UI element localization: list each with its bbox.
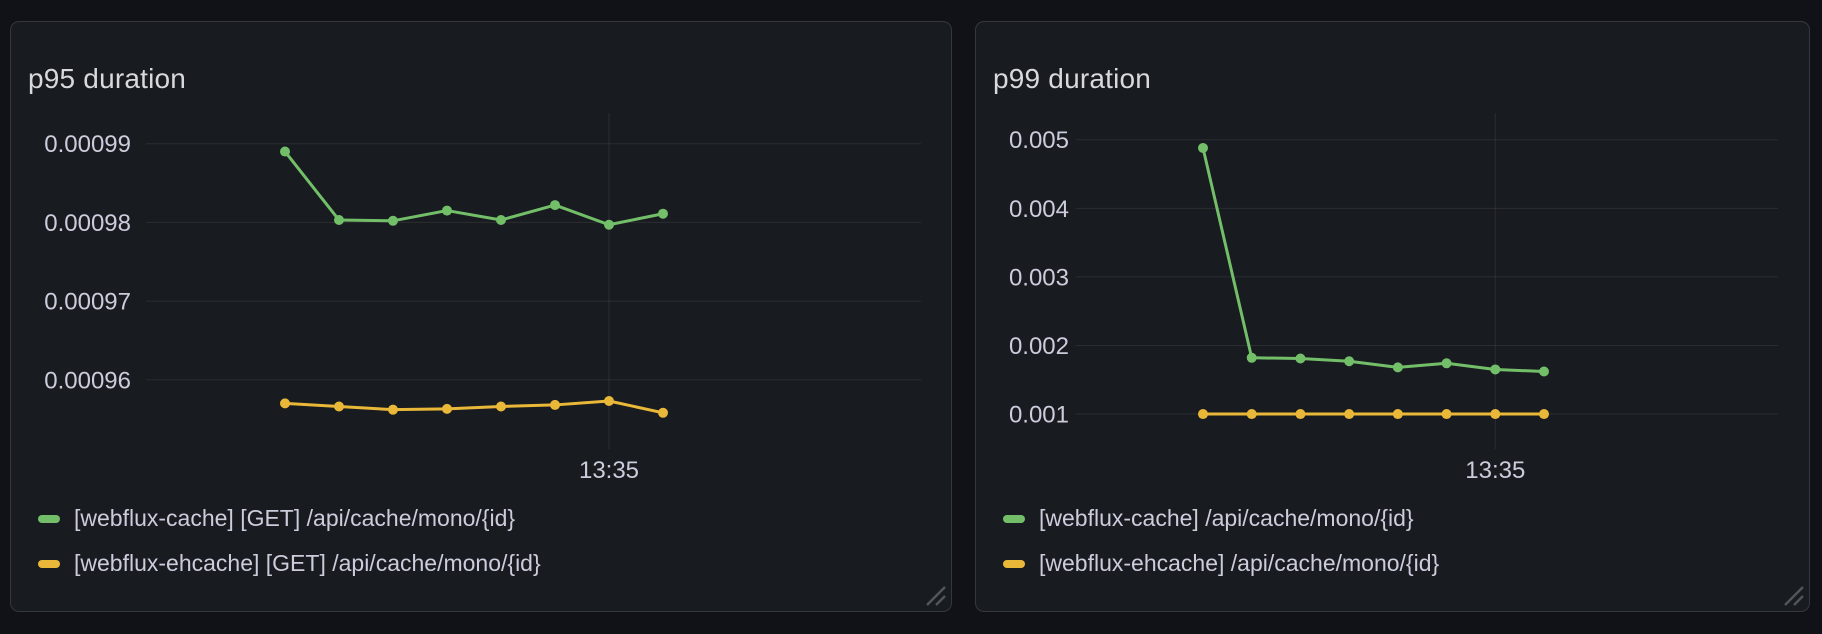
panel-resize-handle-icon[interactable] — [924, 584, 946, 606]
data-point — [1490, 409, 1501, 420]
y-axis-label: 0.005 — [1009, 127, 1069, 154]
y-axis-label: 0.00096 — [44, 367, 131, 394]
series-line — [283, 399, 665, 415]
y-axis-label: 0.00099 — [44, 131, 131, 158]
panel-title[interactable]: p99 duration — [993, 63, 1152, 95]
data-point — [388, 215, 398, 226]
series-color-pill — [38, 514, 60, 523]
data-point — [658, 407, 668, 418]
data-point — [1344, 409, 1355, 420]
y-axis-label: 0.002 — [1009, 333, 1069, 360]
data-point — [334, 401, 344, 412]
panel-p95-duration: 0.00099 0.00098 0.00097 0.00096 13:35 p95 du… — [10, 21, 952, 612]
data-point — [1246, 352, 1257, 363]
data-point — [1295, 353, 1306, 364]
p95-duration-chart[interactable]: 0.00099 0.00098 0.00097 0.00096 13:35 — [11, 22, 953, 492]
data-point — [550, 399, 560, 410]
data-point — [1539, 409, 1549, 420]
data-point — [1295, 409, 1306, 420]
panel-p99-duration: 0.005 0.004 0.003 0.002 0.001 13:35 p99 durat… — [975, 21, 1810, 612]
p99-duration-chart[interactable]: 0.005 0.004 0.003 0.002 0.001 13:35 — [976, 22, 1811, 492]
series-line — [283, 150, 665, 227]
data-point — [658, 208, 668, 219]
data-point — [550, 200, 560, 211]
series-color-pill — [1003, 559, 1025, 568]
data-point — [496, 215, 506, 226]
data-point — [280, 146, 290, 157]
data-point — [1441, 409, 1452, 420]
y-axis-label: 0.003 — [1009, 264, 1069, 291]
data-point — [334, 215, 344, 226]
data-point — [1344, 356, 1355, 367]
data-point — [1198, 142, 1208, 153]
legend-item-label: [webflux-cache] [GET] /api/cache/mono/{i… — [74, 505, 516, 531]
data-point — [442, 403, 452, 414]
data-point — [1441, 358, 1452, 369]
data-point — [280, 398, 290, 409]
data-point — [1198, 409, 1208, 420]
data-point — [442, 205, 452, 216]
data-point — [1246, 409, 1257, 420]
legend-item-label: [webflux-ehcache] [GET] /api/cache/mono/… — [74, 550, 541, 576]
legend-item[interactable]: [webflux-ehcache] /api/cache/mono/{id} — [1003, 550, 1439, 577]
series-color-pill — [1003, 514, 1025, 523]
legend-item-label: [webflux-ehcache] /api/cache/mono/{id} — [1039, 550, 1440, 576]
series-line — [1201, 146, 1546, 374]
y-axis-label: 0.00098 — [44, 210, 131, 237]
data-point — [388, 404, 398, 415]
y-axis-label: 0.00097 — [44, 289, 131, 316]
data-point — [1392, 409, 1403, 420]
data-point — [1539, 366, 1549, 377]
data-point — [604, 219, 614, 230]
legend: [webflux-cache] [GET] /api/cache/mono/{i… — [38, 505, 541, 595]
data-point — [1392, 362, 1403, 373]
legend-item[interactable]: [webflux-cache] /api/cache/mono/{id} — [1003, 505, 1439, 532]
legend-item-label: [webflux-cache] /api/cache/mono/{id} — [1039, 505, 1414, 531]
legend: [webflux-cache] /api/cache/mono/{id} [we… — [1003, 505, 1439, 595]
x-axis-label: 13:35 — [1465, 457, 1525, 484]
panel-resize-handle-icon[interactable] — [1782, 584, 1804, 606]
x-axis-label: 13:35 — [579, 457, 639, 484]
data-point — [604, 396, 614, 406]
data-point — [496, 401, 506, 412]
series-color-pill — [38, 559, 60, 568]
legend-item[interactable]: [webflux-ehcache] [GET] /api/cache/mono/… — [38, 550, 541, 577]
legend-item[interactable]: [webflux-cache] [GET] /api/cache/mono/{i… — [38, 505, 541, 532]
y-axis-label: 0.004 — [1009, 196, 1069, 223]
y-axis-label: 0.001 — [1009, 402, 1069, 429]
data-point — [1490, 364, 1501, 375]
panel-title[interactable]: p95 duration — [28, 63, 187, 95]
